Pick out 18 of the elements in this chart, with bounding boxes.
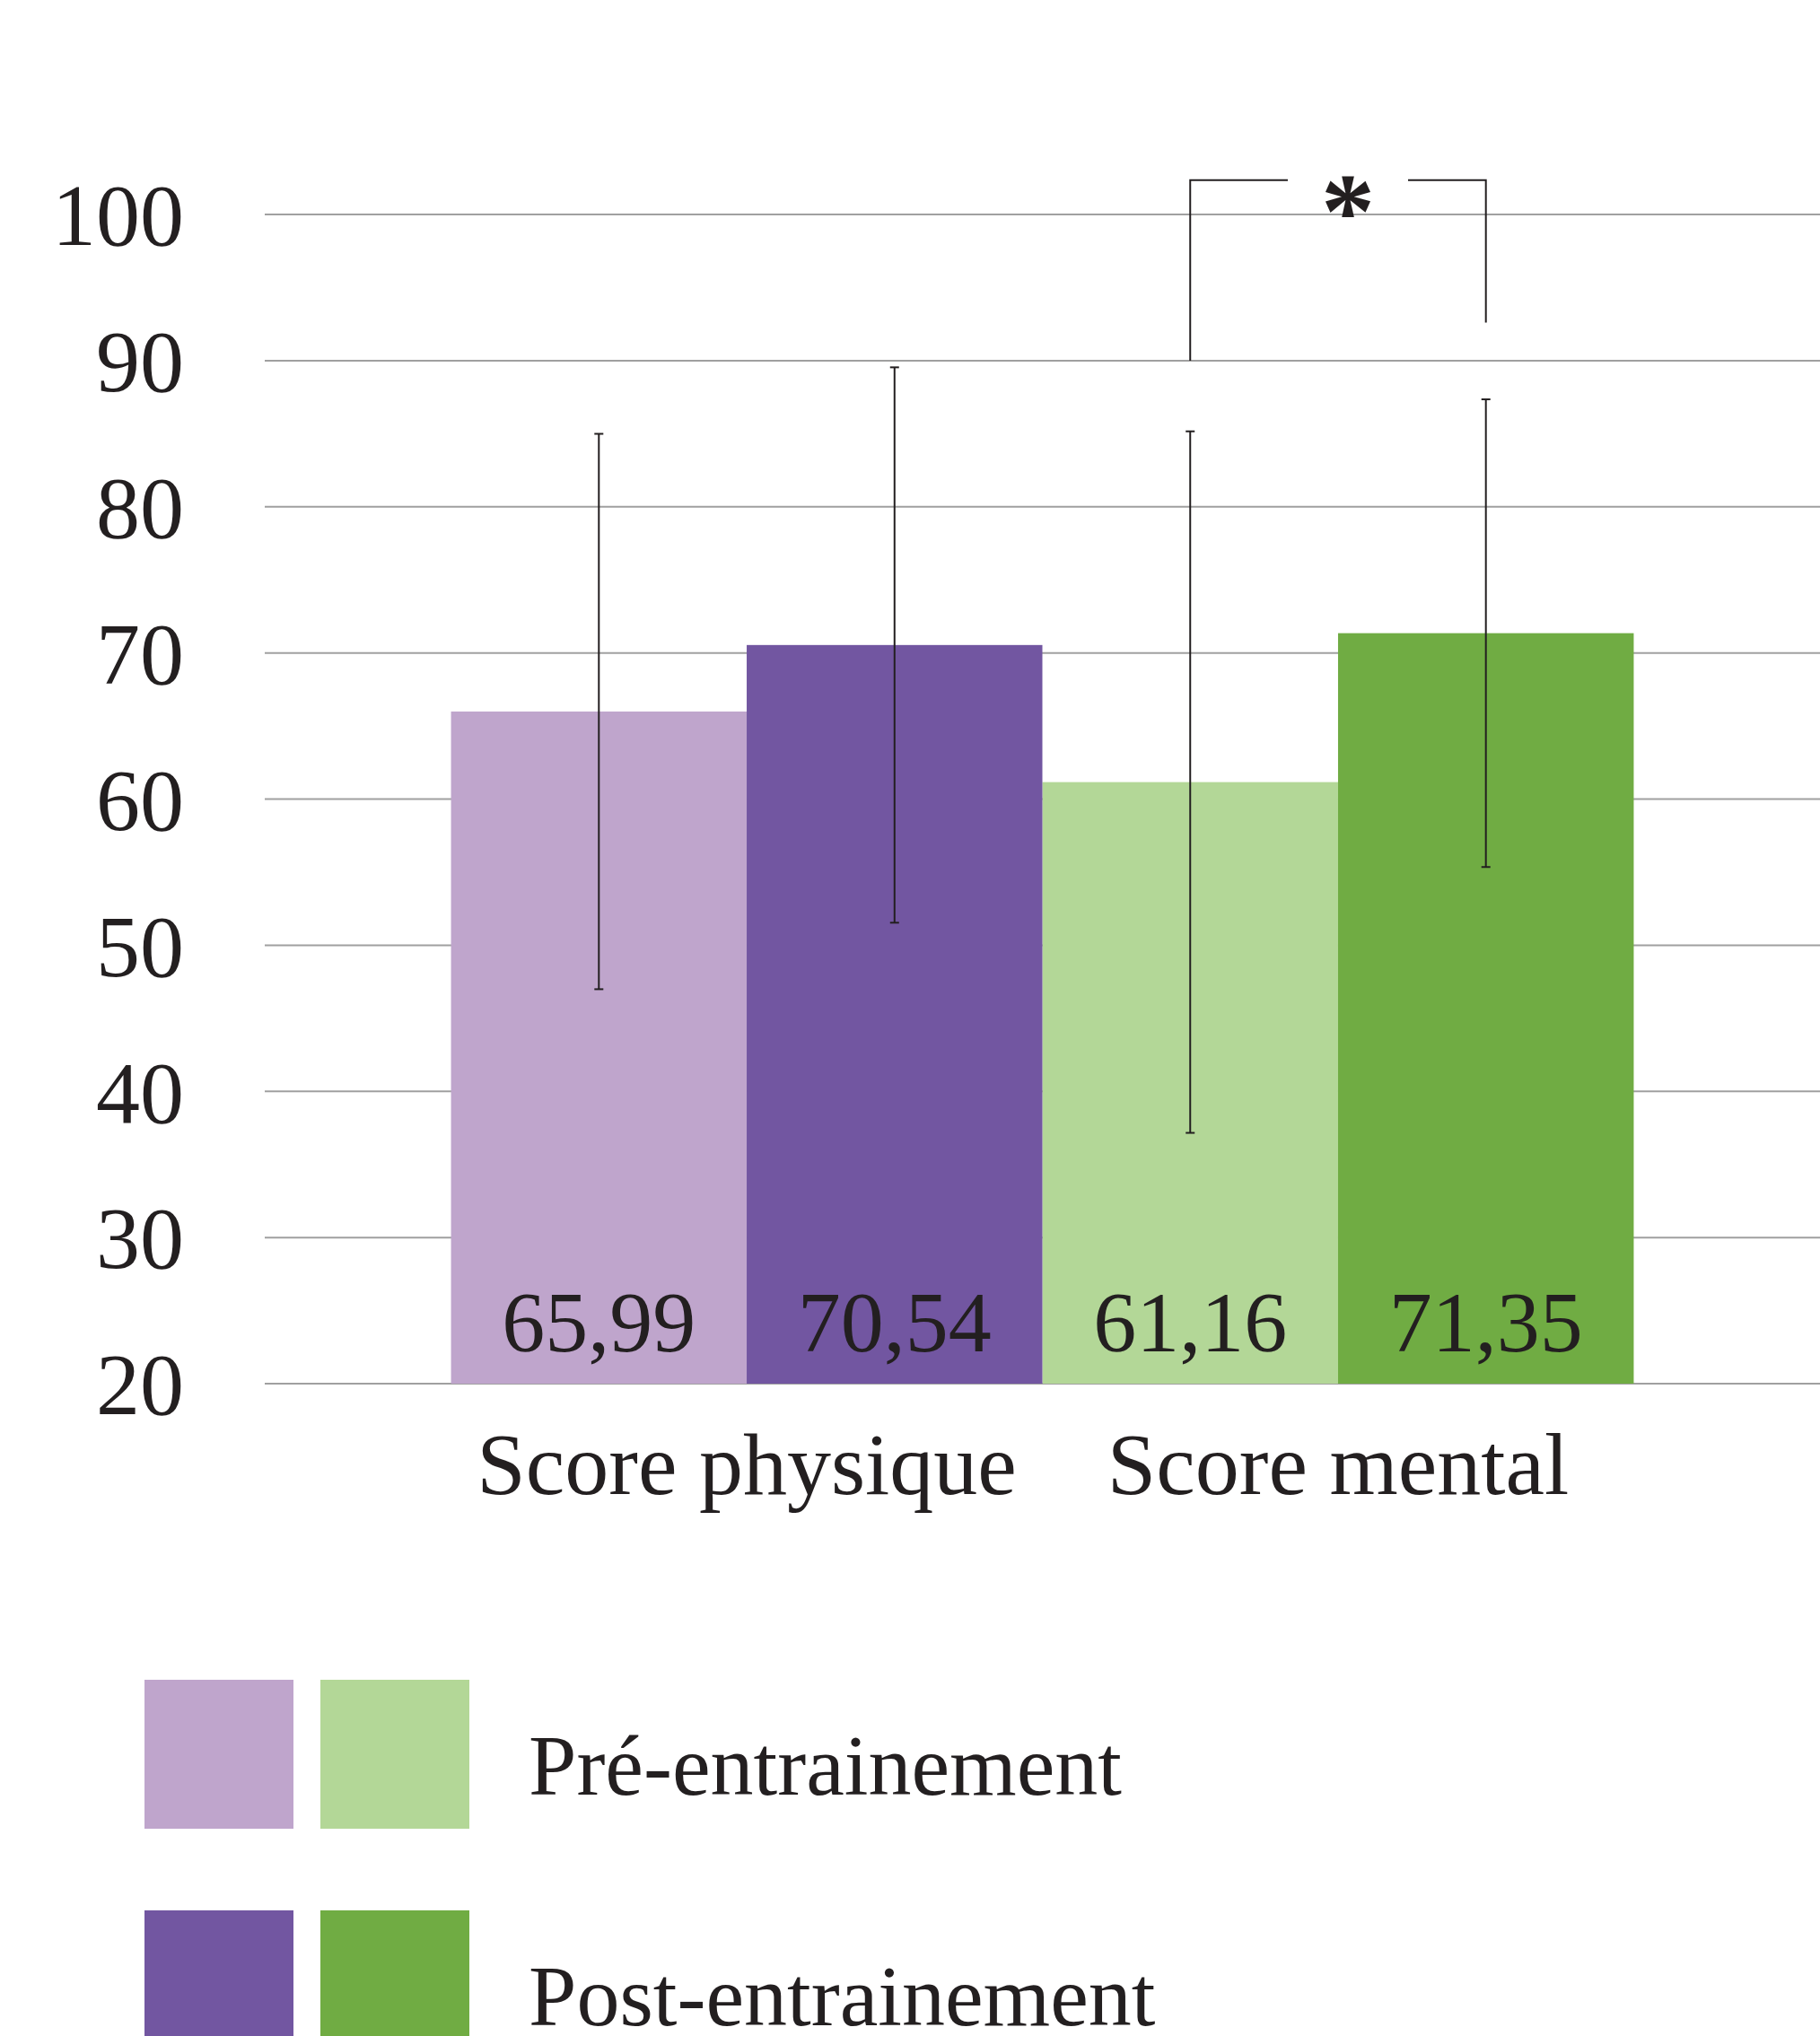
y-tick-label: 30 <box>96 1190 184 1288</box>
x-tick-label: Score physique <box>477 1416 1017 1513</box>
y-tick-label: 60 <box>96 751 184 849</box>
data-label: 65,99 <box>502 1274 696 1370</box>
y-tick-label: 90 <box>96 313 184 411</box>
data-label: 71,35 <box>1388 1274 1583 1370</box>
data-label: 61,16 <box>1093 1274 1288 1370</box>
y-tick-label: 20 <box>96 1336 184 1434</box>
x-tick-label: Score mental <box>1107 1416 1570 1513</box>
y-tick-label: 40 <box>96 1044 184 1141</box>
data-label: 70,54 <box>797 1274 992 1370</box>
y-tick-label: 100 <box>52 167 184 265</box>
y-tick-label: 50 <box>96 897 184 995</box>
legend-label: Pré-entrainement <box>529 1717 1123 1813</box>
y-tick-label: 70 <box>96 605 184 703</box>
legend-label: Post-entrainement <box>529 1948 1156 2036</box>
y-tick-label: 80 <box>96 459 184 557</box>
annotation: * <box>1320 151 1375 271</box>
